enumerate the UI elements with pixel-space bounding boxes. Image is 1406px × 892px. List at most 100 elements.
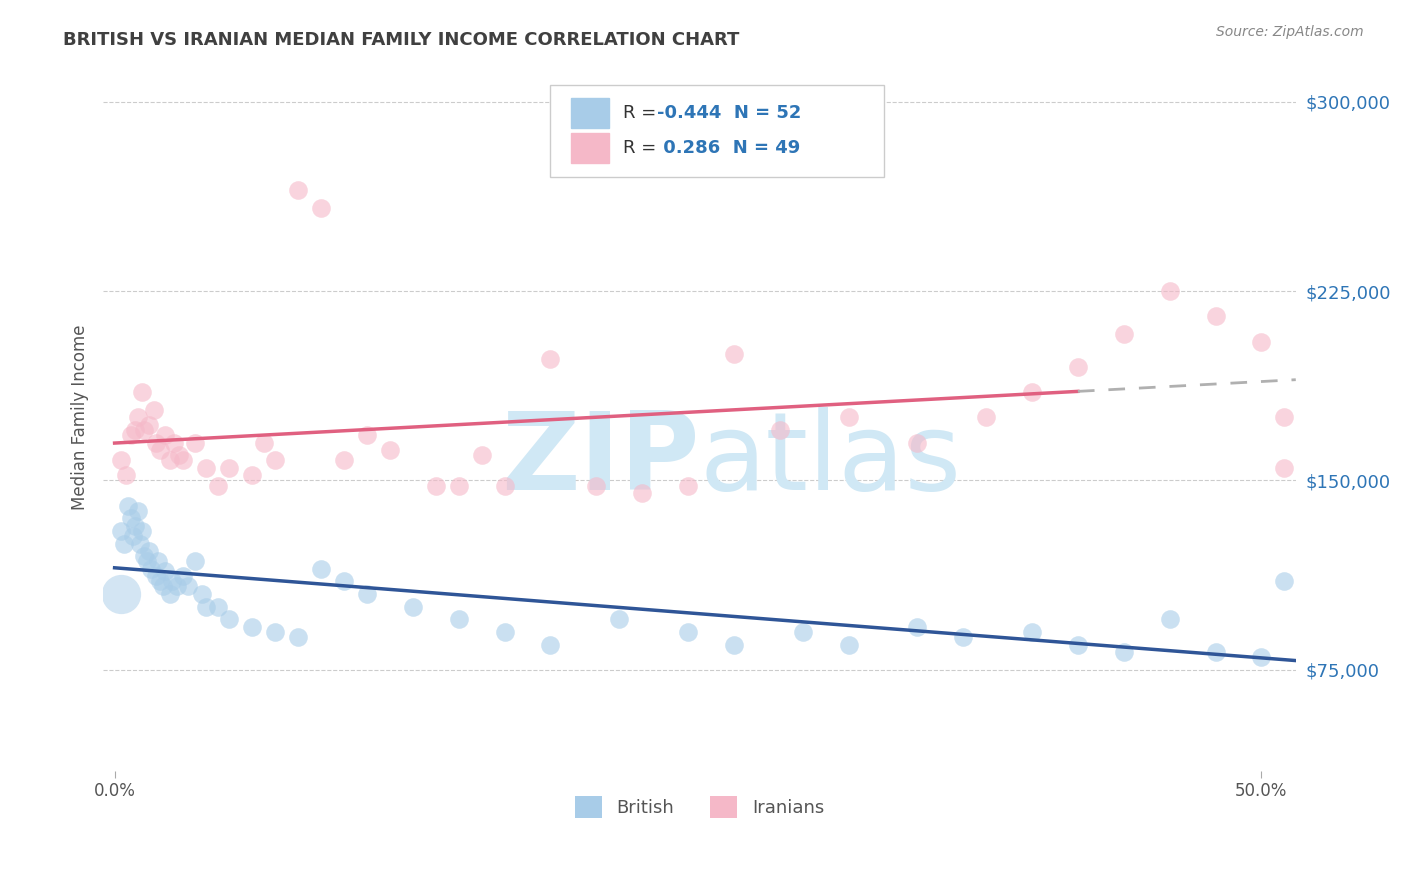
Point [1021, 385, 1043, 400]
Point [676, 624, 699, 639]
Point [127, 410, 149, 425]
Point [1067, 638, 1090, 652]
Text: Source: ZipAtlas.com: Source: ZipAtlas.com [1216, 25, 1364, 39]
Point [145, 435, 167, 450]
Point [134, 549, 156, 564]
Text: 0.286  N = 49: 0.286 N = 49 [657, 139, 800, 157]
Text: R =: R = [623, 139, 662, 157]
Point [356, 428, 378, 442]
Text: atlas: atlas [699, 407, 962, 513]
Point [152, 579, 174, 593]
Point [378, 443, 401, 458]
Point [792, 624, 814, 639]
Point [177, 579, 200, 593]
Point [110, 453, 132, 467]
Point [218, 612, 240, 626]
Point [1159, 284, 1181, 298]
Point [115, 468, 138, 483]
Point [287, 630, 309, 644]
Point [905, 435, 928, 450]
Point [1112, 327, 1135, 342]
Point [1272, 574, 1295, 589]
Point [141, 562, 163, 576]
Point [1159, 612, 1181, 626]
Point [149, 443, 172, 458]
Point [974, 410, 997, 425]
Point [402, 599, 425, 614]
Point [1112, 645, 1135, 659]
Point [190, 587, 212, 601]
Point [142, 402, 165, 417]
Point [207, 478, 229, 492]
Text: -0.444  N = 52: -0.444 N = 52 [657, 103, 801, 122]
Point [166, 579, 188, 593]
Point [309, 201, 332, 215]
Point [131, 385, 153, 400]
Point [127, 504, 149, 518]
Point [110, 587, 132, 601]
Point [494, 478, 516, 492]
Point [356, 587, 378, 601]
Point [538, 638, 561, 652]
Y-axis label: Median Family Income: Median Family Income [72, 325, 89, 510]
Point [172, 453, 194, 467]
Point [138, 417, 160, 432]
Bar [571, 133, 609, 163]
Point [172, 569, 194, 583]
Point [159, 587, 181, 601]
Point [631, 486, 654, 500]
Point [153, 428, 176, 442]
Point [723, 347, 745, 361]
Bar [571, 98, 609, 128]
Point [120, 428, 142, 442]
Point [135, 554, 157, 568]
Point [163, 435, 186, 450]
Point [117, 499, 139, 513]
Point [1250, 334, 1272, 349]
Point [838, 638, 860, 652]
Point [184, 435, 207, 450]
Text: ZIP: ZIP [501, 407, 699, 513]
Point [264, 624, 287, 639]
Point [1272, 410, 1295, 425]
Text: R =: R = [623, 103, 662, 122]
Point [494, 624, 516, 639]
Point [253, 435, 276, 450]
Point [153, 564, 176, 578]
Point [131, 524, 153, 538]
Point [128, 536, 150, 550]
Text: BRITISH VS IRANIAN MEDIAN FAMILY INCOME CORRELATION CHART: BRITISH VS IRANIAN MEDIAN FAMILY INCOME … [63, 31, 740, 49]
Point [122, 529, 145, 543]
Point [1205, 310, 1227, 324]
Point [149, 574, 172, 589]
Point [124, 423, 146, 437]
Point [134, 423, 156, 437]
Point [838, 410, 860, 425]
Point [218, 460, 240, 475]
Point [120, 511, 142, 525]
FancyBboxPatch shape [550, 86, 884, 178]
Point [447, 478, 470, 492]
Point [952, 630, 974, 644]
Point [195, 599, 218, 614]
Point [425, 478, 447, 492]
Point [585, 478, 607, 492]
Point [240, 468, 263, 483]
Point [138, 544, 160, 558]
Point [676, 478, 699, 492]
Point [1250, 650, 1272, 665]
Point [240, 620, 263, 634]
Point [146, 554, 169, 568]
Point [124, 519, 146, 533]
Point [1021, 624, 1043, 639]
Point [167, 448, 190, 462]
Point [1067, 359, 1090, 374]
Point [1205, 645, 1227, 659]
Point [769, 423, 792, 437]
Point [447, 612, 470, 626]
Point [184, 554, 207, 568]
Point [195, 460, 218, 475]
Point [607, 612, 630, 626]
Point [538, 352, 561, 367]
Point [160, 574, 183, 589]
